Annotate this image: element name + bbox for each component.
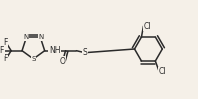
Text: S: S: [31, 56, 36, 62]
Text: F: F: [3, 38, 7, 47]
Text: O: O: [60, 57, 66, 66]
Text: F: F: [3, 54, 7, 63]
Text: F: F: [0, 46, 4, 55]
Text: NH: NH: [49, 46, 60, 55]
Text: S: S: [83, 48, 87, 57]
Text: N: N: [23, 34, 29, 40]
Text: Cl: Cl: [159, 67, 167, 76]
Text: Cl: Cl: [143, 22, 151, 31]
Text: N: N: [38, 34, 44, 40]
